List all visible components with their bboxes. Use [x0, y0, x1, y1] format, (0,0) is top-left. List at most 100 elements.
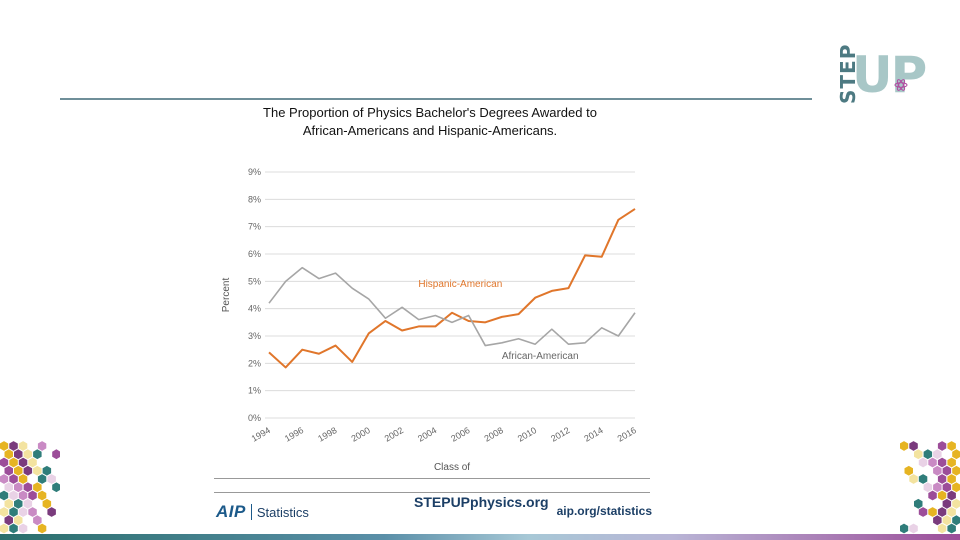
hexagon-tile [23, 449, 33, 460]
y-tick-label: 8% [248, 194, 261, 204]
hexagon-tile [947, 474, 956, 484]
hexagon-tile [33, 449, 42, 460]
aip-url: aip.org/statistics [556, 504, 652, 518]
chart-title: The Proportion of Physics Bachelor's Deg… [230, 104, 630, 140]
x-tick-label: 2002 [383, 425, 405, 444]
hexagon-tile [14, 465, 23, 476]
hexagon-tile [37, 523, 47, 534]
header-divider [60, 98, 812, 100]
y-tick-label: 2% [248, 358, 261, 368]
hexagon-tile [14, 449, 23, 460]
hexagon-tile [947, 490, 956, 501]
hexagon-tile [904, 465, 913, 476]
hexagon-tile [947, 507, 956, 517]
x-tick-label: 1994 [250, 425, 272, 444]
hexagon-tile [937, 507, 947, 517]
aip-separator [250, 504, 252, 520]
hexagon-tile [18, 507, 28, 517]
stepup-logo: STEP UP [828, 44, 927, 104]
hexagon-tile [9, 441, 18, 451]
hexagon-tile [947, 457, 956, 468]
x-tick-label: 2010 [516, 425, 538, 444]
hexagon-tile [14, 515, 23, 526]
hexagon-tile [942, 465, 952, 476]
hexagon-tile [923, 482, 933, 493]
hexagon-tile [9, 523, 18, 534]
y-axis-title: Percent [221, 278, 232, 313]
hexagon-tile [37, 490, 47, 501]
aip-statistics-logo: AIP Statistics [216, 502, 309, 522]
footer: AIP Statistics STEPUPphysics.org aip.org… [214, 494, 652, 524]
hexagon-tile [52, 449, 60, 460]
hexagon-tile [933, 465, 942, 476]
hexagon-tile [4, 482, 13, 493]
hexagon-tile [909, 474, 918, 484]
hexagon-tile [42, 498, 52, 509]
hexagon-tile [28, 490, 37, 501]
hexagon-tile [918, 457, 928, 468]
hexagon-tile [47, 474, 56, 484]
x-tick-label: 1998 [316, 425, 338, 444]
chart-title-line-1: The Proportion of Physics Bachelor's Deg… [263, 105, 597, 120]
hexagon-tile [18, 441, 28, 451]
hexagon-tile [4, 465, 13, 476]
hexagon-tile [942, 515, 952, 526]
hexagon-tile [47, 507, 56, 517]
hexagon-tile [23, 482, 33, 493]
hexagon-tile [33, 482, 42, 493]
hexagon-tile [18, 474, 28, 484]
hexagon-tile [18, 490, 28, 501]
atom-icon [894, 79, 908, 91]
hexagon-tile [937, 490, 947, 501]
hexagon-tile [928, 490, 937, 501]
hexagon-tile [947, 441, 956, 451]
hexagon-tile [942, 482, 952, 493]
bottom-color-bar [0, 534, 960, 540]
hexagon-tile [9, 474, 18, 484]
hexagon-tile [42, 465, 52, 476]
x-tick-label: 1996 [283, 425, 305, 444]
footer-divider-bottom [214, 492, 650, 493]
hexagon-tile [900, 523, 909, 534]
hexagon-tile [947, 523, 956, 534]
hexagon-tile [928, 457, 937, 468]
y-tick-label: 7% [248, 222, 261, 232]
x-tick-label: 2016 [616, 425, 638, 444]
hexagon-tile [14, 498, 23, 509]
hexagon-tile [923, 449, 933, 460]
logo-up-text: UP [852, 46, 927, 104]
hexagon-tile [33, 465, 42, 476]
series-label-hispanic: Hispanic-American [418, 279, 502, 290]
y-tick-labels: 0% 1% 2% 3% 4% 5% 6% 7% 8% 9% [248, 167, 261, 423]
hexagon-tile [952, 465, 960, 476]
footer-divider-top [214, 478, 650, 479]
hexagon-pattern-right [900, 441, 960, 534]
y-tick-label: 0% [248, 413, 261, 423]
hexagon-tile [0, 457, 9, 468]
hexagon-tile [18, 523, 28, 534]
hexagon-tile [937, 474, 947, 484]
gridlines [265, 171, 635, 419]
hexagon-tile [18, 457, 28, 468]
series-label-african: African-American [502, 351, 579, 362]
hexagon-tile [9, 490, 18, 501]
hexagon-tile [0, 441, 9, 451]
hexagon-tile [933, 449, 942, 460]
hexagon-tile [937, 457, 947, 468]
hexagon-tile [918, 507, 928, 517]
y-tick-label: 1% [248, 386, 261, 396]
aip-statistics-label: Statistics [256, 504, 309, 520]
hexagon-pattern-left [0, 441, 60, 534]
series-line-hispanic [268, 208, 636, 369]
line-chart: 0% 1% 2% 3% 4% 5% 6% 7% 8% 9% 1994 1996 1998 2000 200… [221, 167, 638, 473]
hexagon-tile [37, 474, 47, 484]
aip-mark: AIP [216, 502, 246, 521]
hexagon-tile [914, 498, 923, 509]
x-tick-label: 2006 [449, 425, 471, 444]
x-tick-label: 2008 [483, 425, 505, 444]
x-tick-label: 2000 [349, 425, 371, 444]
hexagon-tile [933, 515, 942, 526]
hexagon-tile [0, 474, 9, 484]
hexagon-tile [900, 441, 909, 451]
hexagon-tile [37, 441, 47, 451]
